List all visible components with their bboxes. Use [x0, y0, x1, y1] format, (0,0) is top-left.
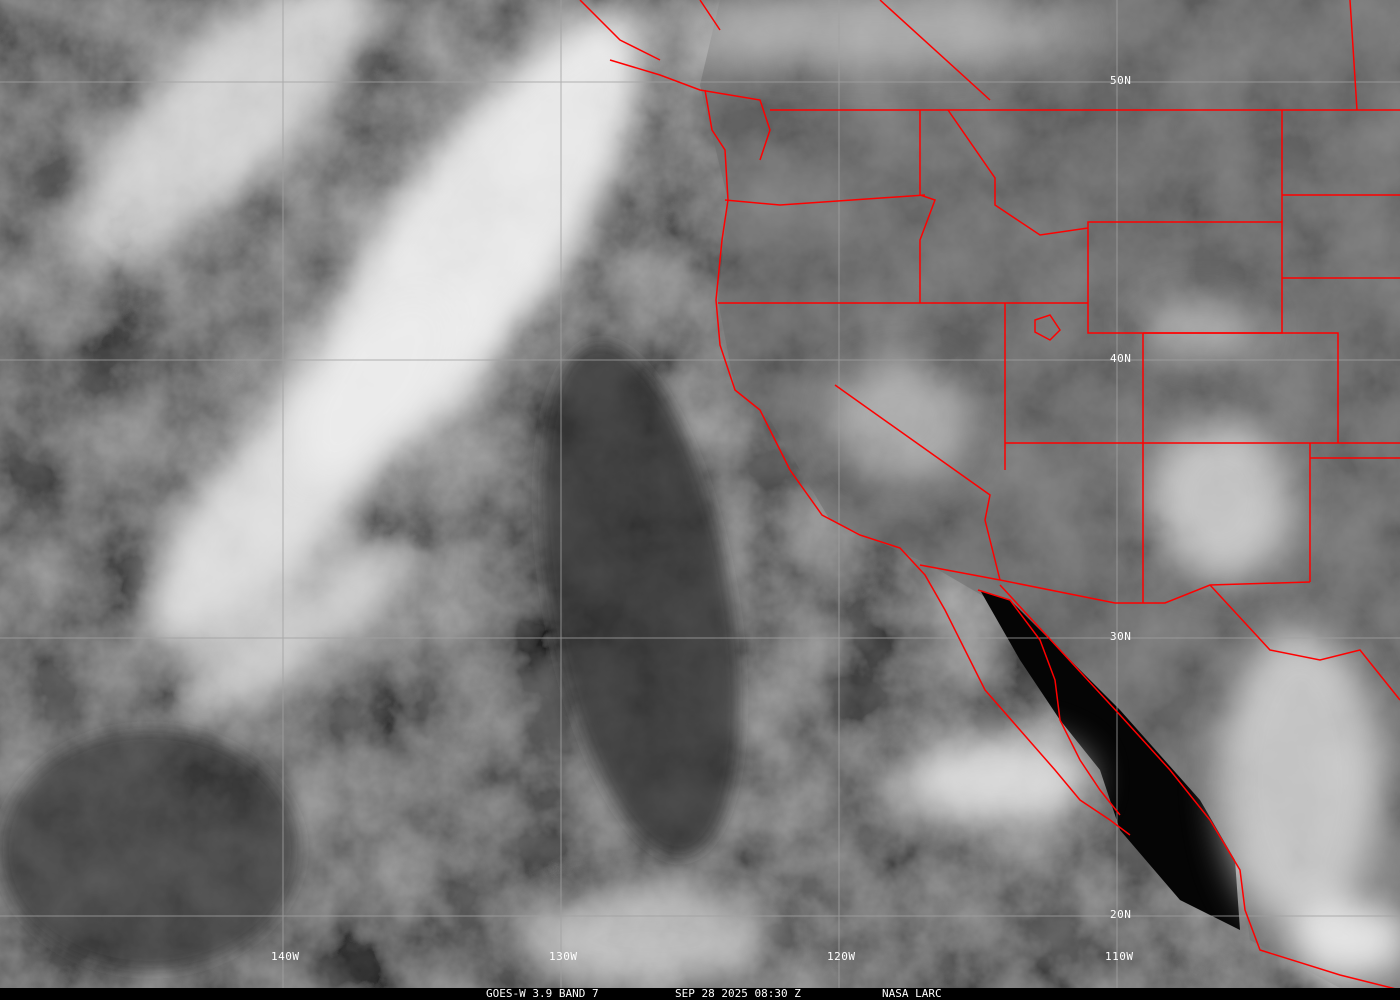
lon-label-140w: 140W	[271, 950, 300, 963]
mexico-mainland-coast	[999, 584, 1396, 988]
wa-or-border	[724, 194, 926, 206]
idaho-border	[919, 110, 936, 303]
lat-label-30n: 30N	[1110, 630, 1132, 643]
lon-label-120w: 120W	[827, 950, 856, 963]
lat-label-50n: 50N	[1110, 74, 1132, 87]
dark-clear-areas	[0, 343, 740, 970]
canada-province-border	[879, 0, 1358, 111]
new-mexico	[1309, 443, 1400, 582]
montana-idaho-border	[947, 109, 1089, 236]
lon-label-130w: 130W	[549, 950, 578, 963]
credit-label: NASA LARC	[882, 987, 942, 1000]
cloud-bands	[70, 0, 1400, 988]
satellite-band-label: GOES-W 3.9 BAND 7	[486, 987, 599, 1000]
west-coastline	[704, 89, 1131, 836]
canada-coast	[579, 0, 771, 161]
caption-bar: GOES-W 3.9 BAND 7 SEP 28 2025 08:30 Z NA…	[0, 988, 1400, 1000]
gulf-of-california	[980, 590, 1240, 930]
baja-east-coast	[977, 589, 1121, 816]
ca-nv-border	[834, 303, 1006, 581]
lon-label-110w: 110W	[1105, 950, 1134, 963]
utah-colorado	[1005, 332, 1400, 444]
lat-label-40n: 40N	[1110, 352, 1132, 365]
lat-label-20n: 20N	[1110, 908, 1132, 921]
great-salt-lake	[1034, 314, 1061, 341]
us-mexico-border	[919, 564, 1400, 701]
datetime-label: SEP 28 2025 08:30 Z	[675, 987, 801, 1000]
montana-wyoming-east	[1281, 110, 1400, 279]
political-borders	[579, 0, 1400, 988]
